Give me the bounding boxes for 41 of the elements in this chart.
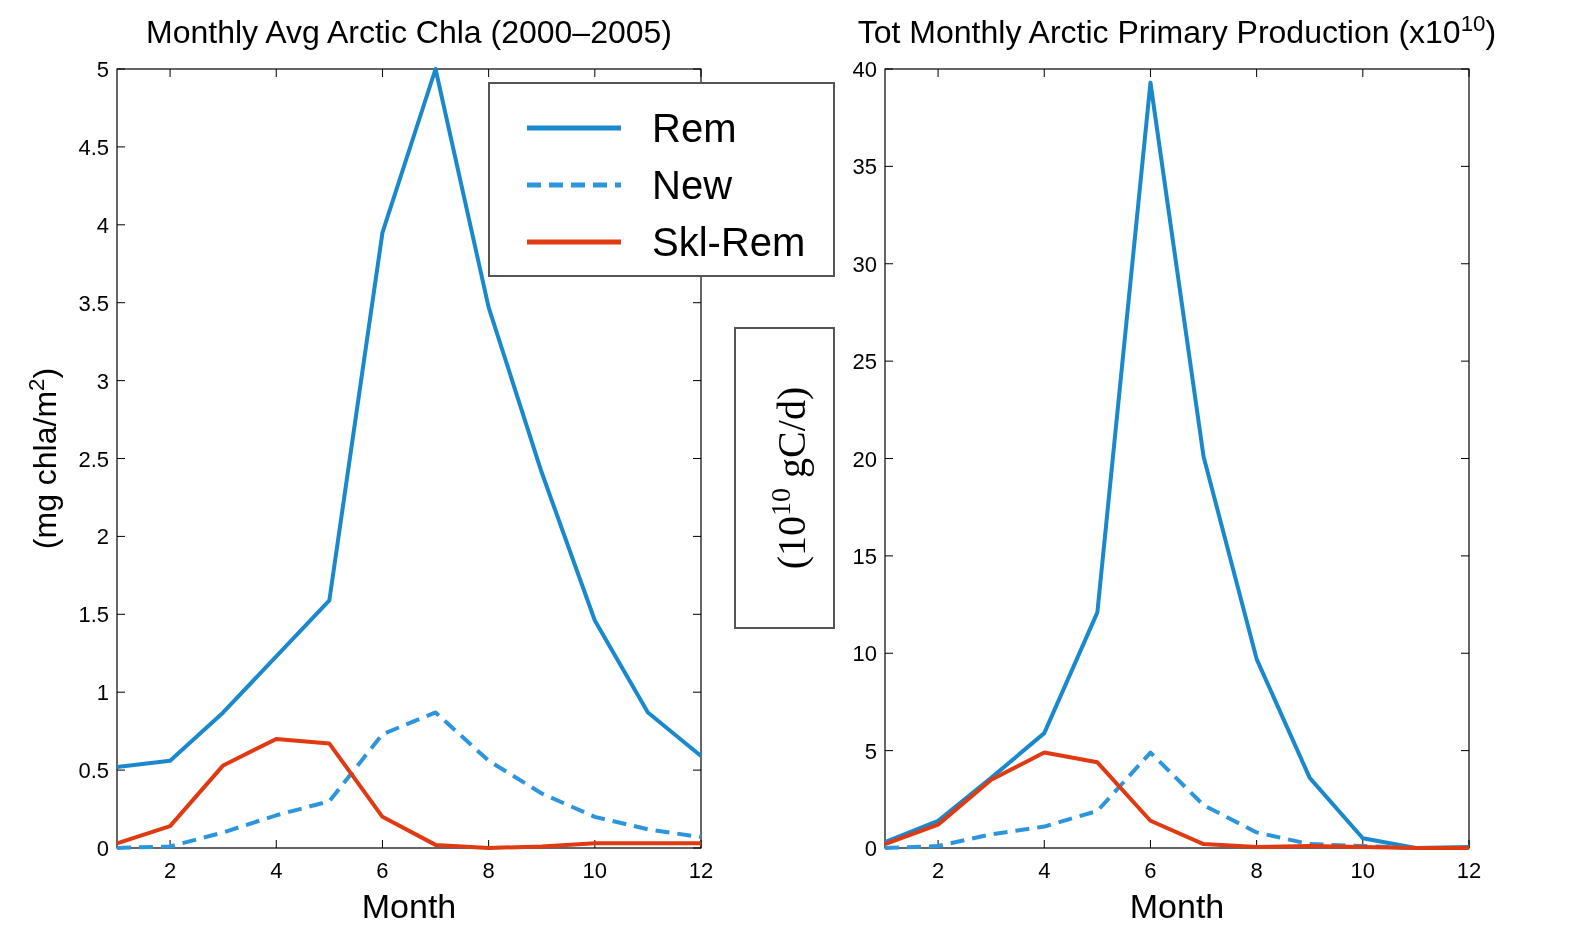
y-tick-label: 2.5 [78, 446, 109, 472]
x-tick-label: 6 [376, 858, 389, 883]
x-tick-label: 2 [931, 858, 945, 883]
x-tick-label: 10 [1350, 858, 1376, 883]
y-tick-label: 5 [864, 738, 877, 764]
y-tick-label: 4.5 [78, 134, 109, 160]
line-series [115, 736, 703, 850]
y-tick-label: 10 [852, 641, 877, 667]
y-tick-label: 20 [852, 446, 877, 472]
x-tick-label: 12 [1456, 858, 1482, 883]
y-tick-label: 1 [96, 680, 109, 706]
y-tick-label: 30 [852, 251, 877, 277]
x-tick-label: 8 [482, 858, 495, 883]
line-series [115, 710, 703, 850]
x-tick-label: 4 [1038, 858, 1051, 883]
y-tick-label: 15 [852, 543, 877, 569]
y-tick-label: 0 [864, 836, 877, 861]
y-tick-label: 25 [852, 349, 877, 375]
x-tick-label: 4 [270, 858, 283, 883]
chart-title: Tot Monthly Arctic Primary Production (x10$^{10}$) [857, 10, 1497, 50]
y-tick-label: 2 [96, 524, 109, 550]
x-tick-label: 10 [582, 858, 608, 883]
y-tick-label: 40 [852, 57, 877, 82]
legend-label: Rem [652, 106, 737, 150]
legend-label: Skl-Rem [652, 220, 806, 264]
y-tick-label: 3 [96, 368, 109, 394]
y-tick-label: 35 [852, 154, 877, 180]
y-tick-label: 5 [96, 57, 109, 82]
x-axis-title: Month [361, 887, 457, 925]
x-tick-label: 12 [688, 858, 714, 883]
x-tick-label: 6 [1144, 858, 1157, 883]
x-tick-label: 2 [163, 858, 177, 883]
y-tick-label: 4 [96, 212, 109, 238]
y-tick-label: 0 [96, 836, 109, 861]
chart-title: Monthly Avg Arctic Chla (2000–2005) [146, 14, 672, 50]
x-tick-label: 8 [1250, 858, 1263, 883]
x-axis-title: Month [1129, 887, 1225, 925]
y-tick-label: 1.5 [78, 602, 109, 628]
legend-label: New [652, 163, 733, 207]
y-tick-label: 0.5 [78, 758, 109, 784]
y-tick-label: 3.5 [78, 290, 109, 316]
